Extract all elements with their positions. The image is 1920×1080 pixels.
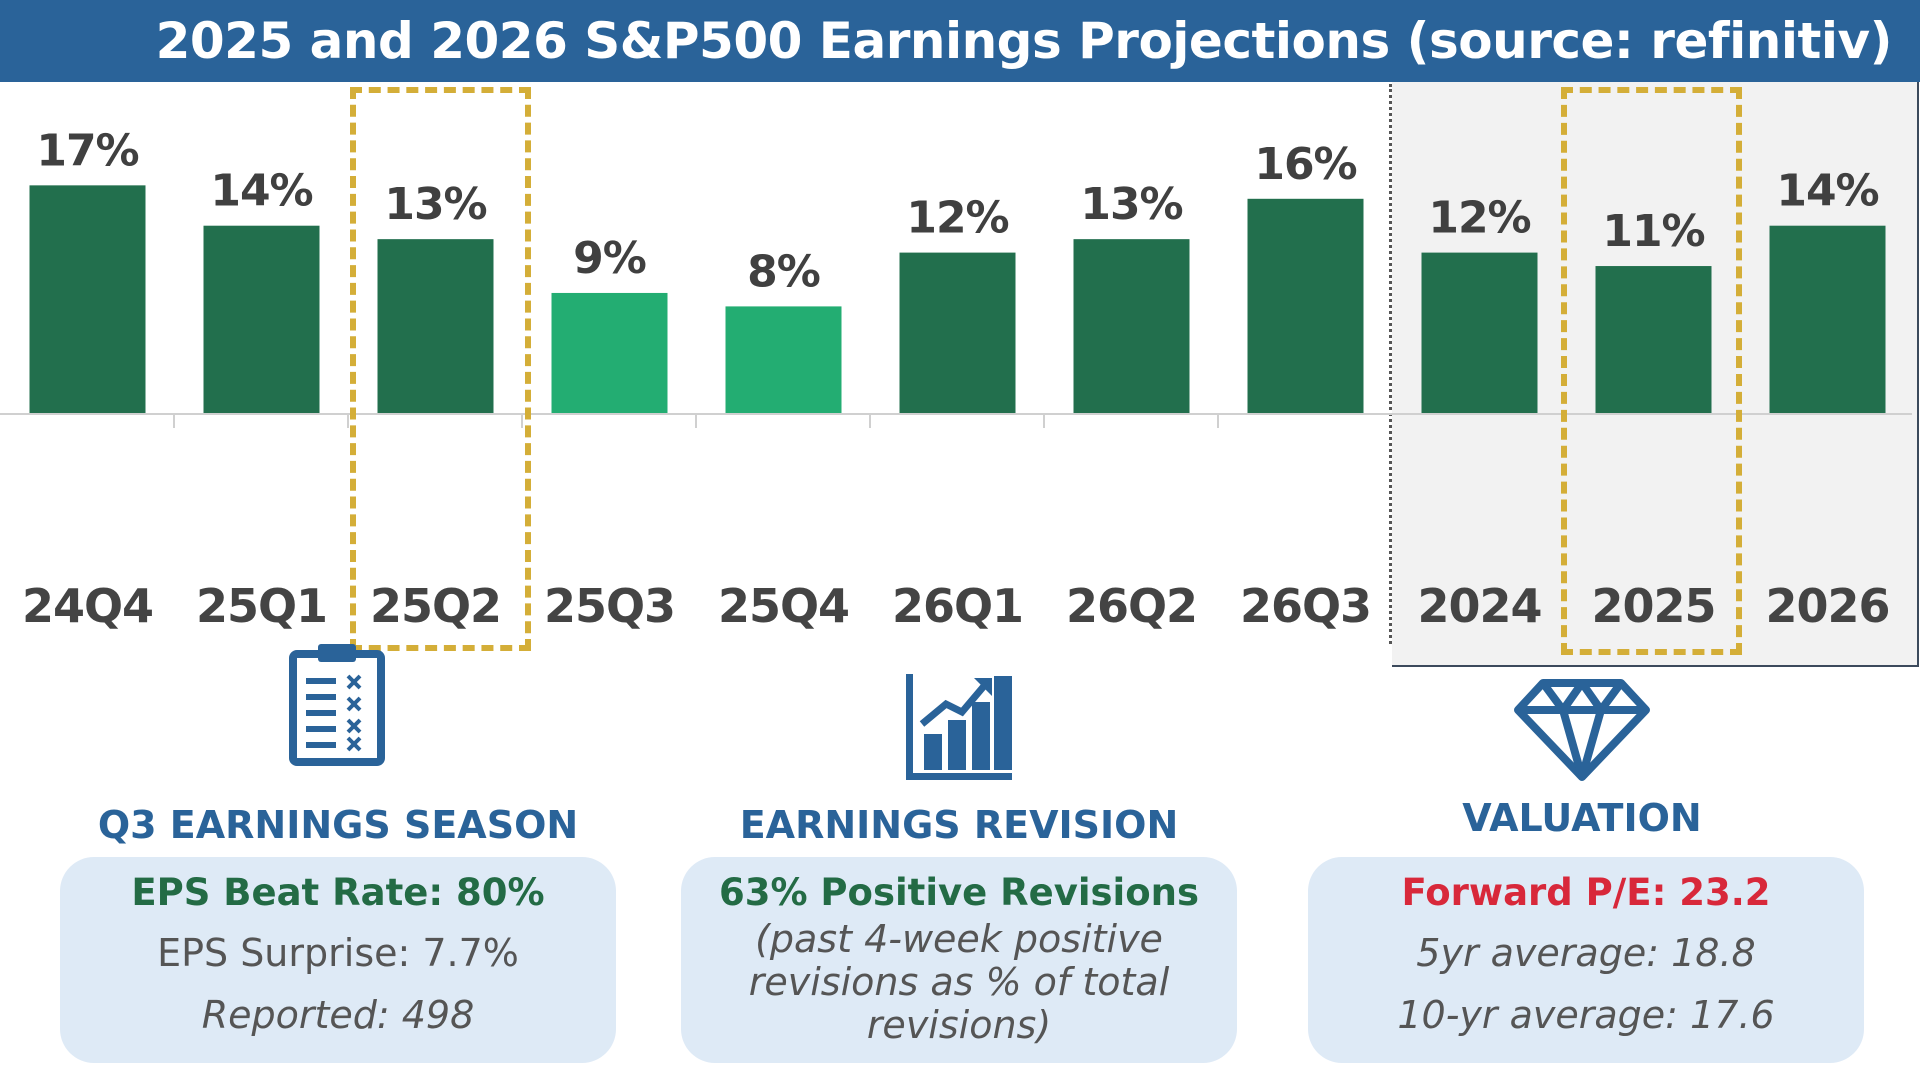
chart-value-labels: 17% 14% 13% 9% 8% 12% 13% 16% 12% 11% 14% [36, 125, 1879, 297]
bar-25q2 [377, 239, 494, 414]
earnings-revision-panel [659, 640, 1259, 784]
q3-earnings-season-card: EPS Beat Rate: 80% EPS Surprise: 7.7% Re… [60, 857, 616, 1063]
quarterly-annual-divider [1389, 84, 1392, 644]
bar-26q3 [1247, 198, 1364, 414]
tick-label-25q1: 25Q1 [196, 579, 327, 633]
value-label-2025: 11% [1602, 206, 1704, 257]
highlight-box-25q2 [350, 87, 531, 651]
valuation-card: Forward P/E: 23.2 5yr average: 18.8 10-y… [1308, 857, 1864, 1063]
tick-label-2025: 2025 [1591, 579, 1715, 633]
bar-25q4 [725, 306, 842, 414]
earnings-revision-heading: EARNINGS REVISION [739, 803, 1179, 847]
tick-label-26q3: 26Q3 [1240, 579, 1371, 633]
valuation-heading: VALUATION [1462, 796, 1702, 840]
tick-label-25q3: 25Q3 [544, 579, 675, 633]
eps-beat-rate: EPS Beat Rate: 80% [131, 871, 545, 914]
title-bar: 2025 and 2026 S&P500 Earnings Projection… [0, 0, 1920, 82]
earnings-revision-card: 63% Positive Revisions (past 4-week posi… [681, 857, 1237, 1063]
revision-note-line-2: revisions as % of total [748, 960, 1170, 1004]
value-label-24q4: 17% [36, 125, 138, 176]
tick-label-25q4: 25Q4 [718, 579, 849, 633]
bar-25q3 [551, 292, 668, 414]
bar-24q4 [29, 185, 146, 414]
bar-2024 [1421, 252, 1538, 414]
value-label-25q1: 14% [210, 166, 312, 217]
highlight-box-2025 [1561, 87, 1742, 655]
value-label-26q3: 16% [1254, 139, 1356, 190]
value-label-26q1: 12% [906, 193, 1008, 244]
revision-note-line-1: (past 4-week positive [755, 917, 1163, 961]
page-title: 2025 and 2026 S&P500 Earnings Projection… [155, 12, 1893, 70]
tick-label-24q4: 24Q4 [22, 579, 153, 633]
tick-label-2026: 2026 [1765, 579, 1889, 633]
bar-26q2 [1073, 239, 1190, 414]
chart-tick-labels: 24Q4 25Q1 25Q2 25Q3 25Q4 26Q1 26Q2 26Q3 2024 2025… [22, 579, 1891, 633]
value-label-25q2: 13% [384, 179, 486, 230]
tick-label-26q2: 26Q2 [1066, 579, 1197, 633]
reported-count: Reported: 498 [201, 993, 475, 1037]
ten-year-average: 10-yr average: 17.6 [1397, 993, 1775, 1037]
clipboard-checklist-icon [289, 644, 385, 766]
bar-25q1 [203, 225, 320, 414]
forward-pe: Forward P/E: 23.2 [1401, 871, 1771, 914]
chart-x-axis [0, 413, 1912, 428]
eps-surprise: EPS Surprise: 7.7% [157, 931, 519, 975]
chart-bars [29, 185, 1886, 414]
value-label-2024: 12% [1428, 193, 1530, 244]
earnings-growth-bar-chart: 17% 14% 13% 9% 8% 12% 13% 16% 12% 11% 14% 24Q4 25Q1… [0, 125, 1912, 633]
bar-2025 [1595, 266, 1712, 414]
growth-chart-icon [906, 674, 1012, 780]
five-year-average: 5yr average: 18.8 [1416, 931, 1756, 975]
tick-label-2024: 2024 [1417, 579, 1541, 633]
bar-2026 [1769, 225, 1886, 414]
revision-note-line-3: revisions) [866, 1003, 1052, 1047]
value-label-25q3: 9% [573, 233, 646, 284]
valuation-panel [1282, 640, 1882, 782]
positive-revisions: 63% Positive Revisions [718, 871, 1200, 914]
q3-earnings-season-heading: Q3 EARNINGS SEASON [97, 803, 579, 847]
value-label-2026: 14% [1776, 166, 1878, 217]
tick-label-26q1: 26Q1 [892, 579, 1023, 633]
tick-label-25q2: 25Q2 [370, 579, 501, 633]
bar-26q1 [899, 252, 1016, 414]
q3-earnings-season-panel [38, 640, 638, 766]
diamond-icon [1514, 679, 1650, 781]
value-label-26q2: 13% [1080, 179, 1182, 230]
value-label-25q4: 8% [747, 246, 820, 297]
